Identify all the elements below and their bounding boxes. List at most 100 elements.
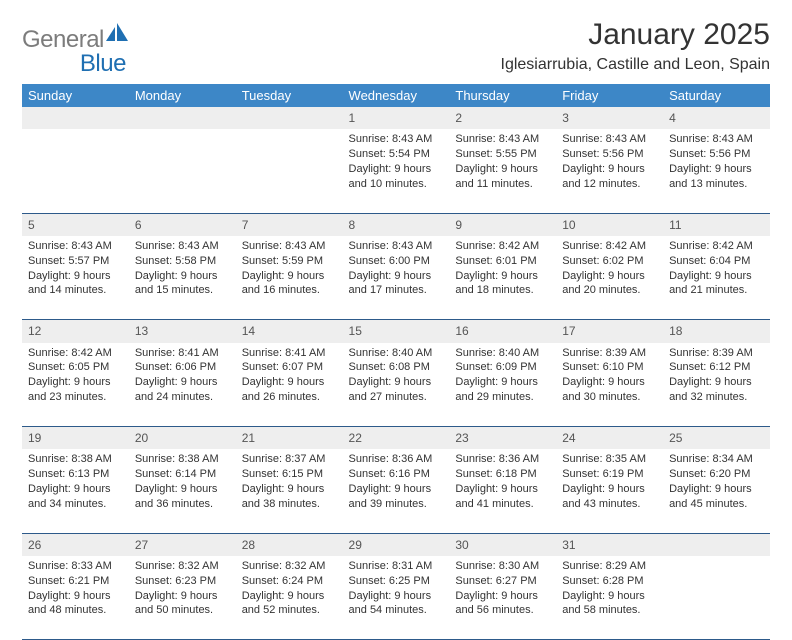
day-number: 27 bbox=[135, 538, 148, 552]
daylight-text: and 45 minutes. bbox=[669, 497, 764, 512]
sunset-text: Sunset: 5:56 PM bbox=[562, 147, 657, 162]
daylight-text: Daylight: 9 hours bbox=[455, 589, 550, 604]
sunset-text: Sunset: 6:01 PM bbox=[455, 254, 550, 269]
sunset-text: Sunset: 5:55 PM bbox=[455, 147, 550, 162]
day-info-cell bbox=[236, 129, 343, 213]
sunrise-text: Sunrise: 8:42 AM bbox=[669, 239, 764, 254]
sunset-text: Sunset: 6:24 PM bbox=[242, 574, 337, 589]
sunset-text: Sunset: 6:09 PM bbox=[455, 360, 550, 375]
sunset-text: Sunset: 6:07 PM bbox=[242, 360, 337, 375]
sunrise-text: Sunrise: 8:41 AM bbox=[242, 346, 337, 361]
day-number-cell: 9 bbox=[449, 213, 556, 236]
day-number-cell: 25 bbox=[663, 427, 770, 450]
sunrise-text: Sunrise: 8:29 AM bbox=[562, 559, 657, 574]
daylight-text: Daylight: 9 hours bbox=[349, 375, 444, 390]
sunrise-text: Sunrise: 8:43 AM bbox=[349, 132, 444, 147]
daylight-text: Daylight: 9 hours bbox=[349, 162, 444, 177]
day-number-cell: 2 bbox=[449, 107, 556, 129]
sunset-text: Sunset: 6:23 PM bbox=[135, 574, 230, 589]
day-info-row: Sunrise: 8:38 AMSunset: 6:13 PMDaylight:… bbox=[22, 449, 770, 533]
daylight-text: and 58 minutes. bbox=[562, 603, 657, 618]
day-info-cell: Sunrise: 8:36 AMSunset: 6:16 PMDaylight:… bbox=[343, 449, 450, 533]
day-number-cell bbox=[22, 107, 129, 129]
daylight-text: and 10 minutes. bbox=[349, 177, 444, 192]
day-info-cell: Sunrise: 8:42 AMSunset: 6:04 PMDaylight:… bbox=[663, 236, 770, 320]
month-title: January 2025 bbox=[501, 18, 771, 52]
day-info-cell: Sunrise: 8:42 AMSunset: 6:02 PMDaylight:… bbox=[556, 236, 663, 320]
sunrise-text: Sunrise: 8:32 AM bbox=[135, 559, 230, 574]
day-number: 2 bbox=[455, 111, 462, 125]
day-info-cell bbox=[22, 129, 129, 213]
day-number-cell: 26 bbox=[22, 533, 129, 556]
day-number: 30 bbox=[455, 538, 468, 552]
day-info-cell: Sunrise: 8:30 AMSunset: 6:27 PMDaylight:… bbox=[449, 556, 556, 640]
day-number: 11 bbox=[669, 218, 681, 232]
day-number: 19 bbox=[28, 431, 41, 445]
day-number: 3 bbox=[562, 111, 569, 125]
day-number-cell: 22 bbox=[343, 427, 450, 450]
day-number: 25 bbox=[669, 431, 682, 445]
day-number-cell: 27 bbox=[129, 533, 236, 556]
daylight-text: and 52 minutes. bbox=[242, 603, 337, 618]
daylight-text: Daylight: 9 hours bbox=[562, 482, 657, 497]
daylight-text: and 56 minutes. bbox=[455, 603, 550, 618]
sunrise-text: Sunrise: 8:34 AM bbox=[669, 452, 764, 467]
day-info-cell: Sunrise: 8:32 AMSunset: 6:24 PMDaylight:… bbox=[236, 556, 343, 640]
sunset-text: Sunset: 6:06 PM bbox=[135, 360, 230, 375]
weekday-header: Monday bbox=[129, 84, 236, 107]
day-info-row: Sunrise: 8:42 AMSunset: 6:05 PMDaylight:… bbox=[22, 343, 770, 427]
sunrise-text: Sunrise: 8:43 AM bbox=[455, 132, 550, 147]
daylight-text: and 14 minutes. bbox=[28, 283, 123, 298]
day-number: 7 bbox=[242, 218, 249, 232]
day-number-cell bbox=[129, 107, 236, 129]
sunset-text: Sunset: 6:08 PM bbox=[349, 360, 444, 375]
daylight-text: Daylight: 9 hours bbox=[562, 269, 657, 284]
daylight-text: Daylight: 9 hours bbox=[455, 269, 550, 284]
day-number: 26 bbox=[28, 538, 41, 552]
sunset-text: Sunset: 6:21 PM bbox=[28, 574, 123, 589]
sunset-text: Sunset: 6:20 PM bbox=[669, 467, 764, 482]
daylight-text: and 15 minutes. bbox=[135, 283, 230, 298]
daylight-text: and 36 minutes. bbox=[135, 497, 230, 512]
sunset-text: Sunset: 6:10 PM bbox=[562, 360, 657, 375]
day-number-cell: 28 bbox=[236, 533, 343, 556]
weekday-header: Wednesday bbox=[343, 84, 450, 107]
daylight-text: Daylight: 9 hours bbox=[455, 375, 550, 390]
day-number-cell: 30 bbox=[449, 533, 556, 556]
daylight-text: Daylight: 9 hours bbox=[28, 589, 123, 604]
sunset-text: Sunset: 5:57 PM bbox=[28, 254, 123, 269]
day-info-cell: Sunrise: 8:34 AMSunset: 6:20 PMDaylight:… bbox=[663, 449, 770, 533]
sunrise-text: Sunrise: 8:43 AM bbox=[242, 239, 337, 254]
logo: General Blue bbox=[22, 26, 128, 54]
sunset-text: Sunset: 6:28 PM bbox=[562, 574, 657, 589]
day-number: 9 bbox=[455, 218, 462, 232]
daylight-text: and 48 minutes. bbox=[28, 603, 123, 618]
day-number: 17 bbox=[562, 324, 575, 338]
sunrise-text: Sunrise: 8:43 AM bbox=[28, 239, 123, 254]
day-number: 8 bbox=[349, 218, 356, 232]
daylight-text: and 38 minutes. bbox=[242, 497, 337, 512]
day-number: 6 bbox=[135, 218, 142, 232]
day-number: 23 bbox=[455, 431, 468, 445]
day-info-cell: Sunrise: 8:41 AMSunset: 6:07 PMDaylight:… bbox=[236, 343, 343, 427]
day-number: 31 bbox=[562, 538, 575, 552]
daylight-text: and 27 minutes. bbox=[349, 390, 444, 405]
daylight-text: and 39 minutes. bbox=[349, 497, 444, 512]
day-number: 28 bbox=[242, 538, 255, 552]
daylight-text: and 54 minutes. bbox=[349, 603, 444, 618]
logo-text-blue: Blue bbox=[80, 50, 126, 78]
daylight-text: Daylight: 9 hours bbox=[28, 269, 123, 284]
daylight-text: Daylight: 9 hours bbox=[242, 269, 337, 284]
day-number-cell: 3 bbox=[556, 107, 663, 129]
sunrise-text: Sunrise: 8:35 AM bbox=[562, 452, 657, 467]
day-number-cell bbox=[236, 107, 343, 129]
weekday-header: Tuesday bbox=[236, 84, 343, 107]
weekday-header: Saturday bbox=[663, 84, 770, 107]
day-info-row: Sunrise: 8:43 AMSunset: 5:57 PMDaylight:… bbox=[22, 236, 770, 320]
daylight-text: and 18 minutes. bbox=[455, 283, 550, 298]
day-number-row: 1234 bbox=[22, 107, 770, 129]
sunset-text: Sunset: 5:54 PM bbox=[349, 147, 444, 162]
weekday-header: Thursday bbox=[449, 84, 556, 107]
weekday-header-row: Sunday Monday Tuesday Wednesday Thursday… bbox=[22, 84, 770, 107]
day-number-cell: 31 bbox=[556, 533, 663, 556]
